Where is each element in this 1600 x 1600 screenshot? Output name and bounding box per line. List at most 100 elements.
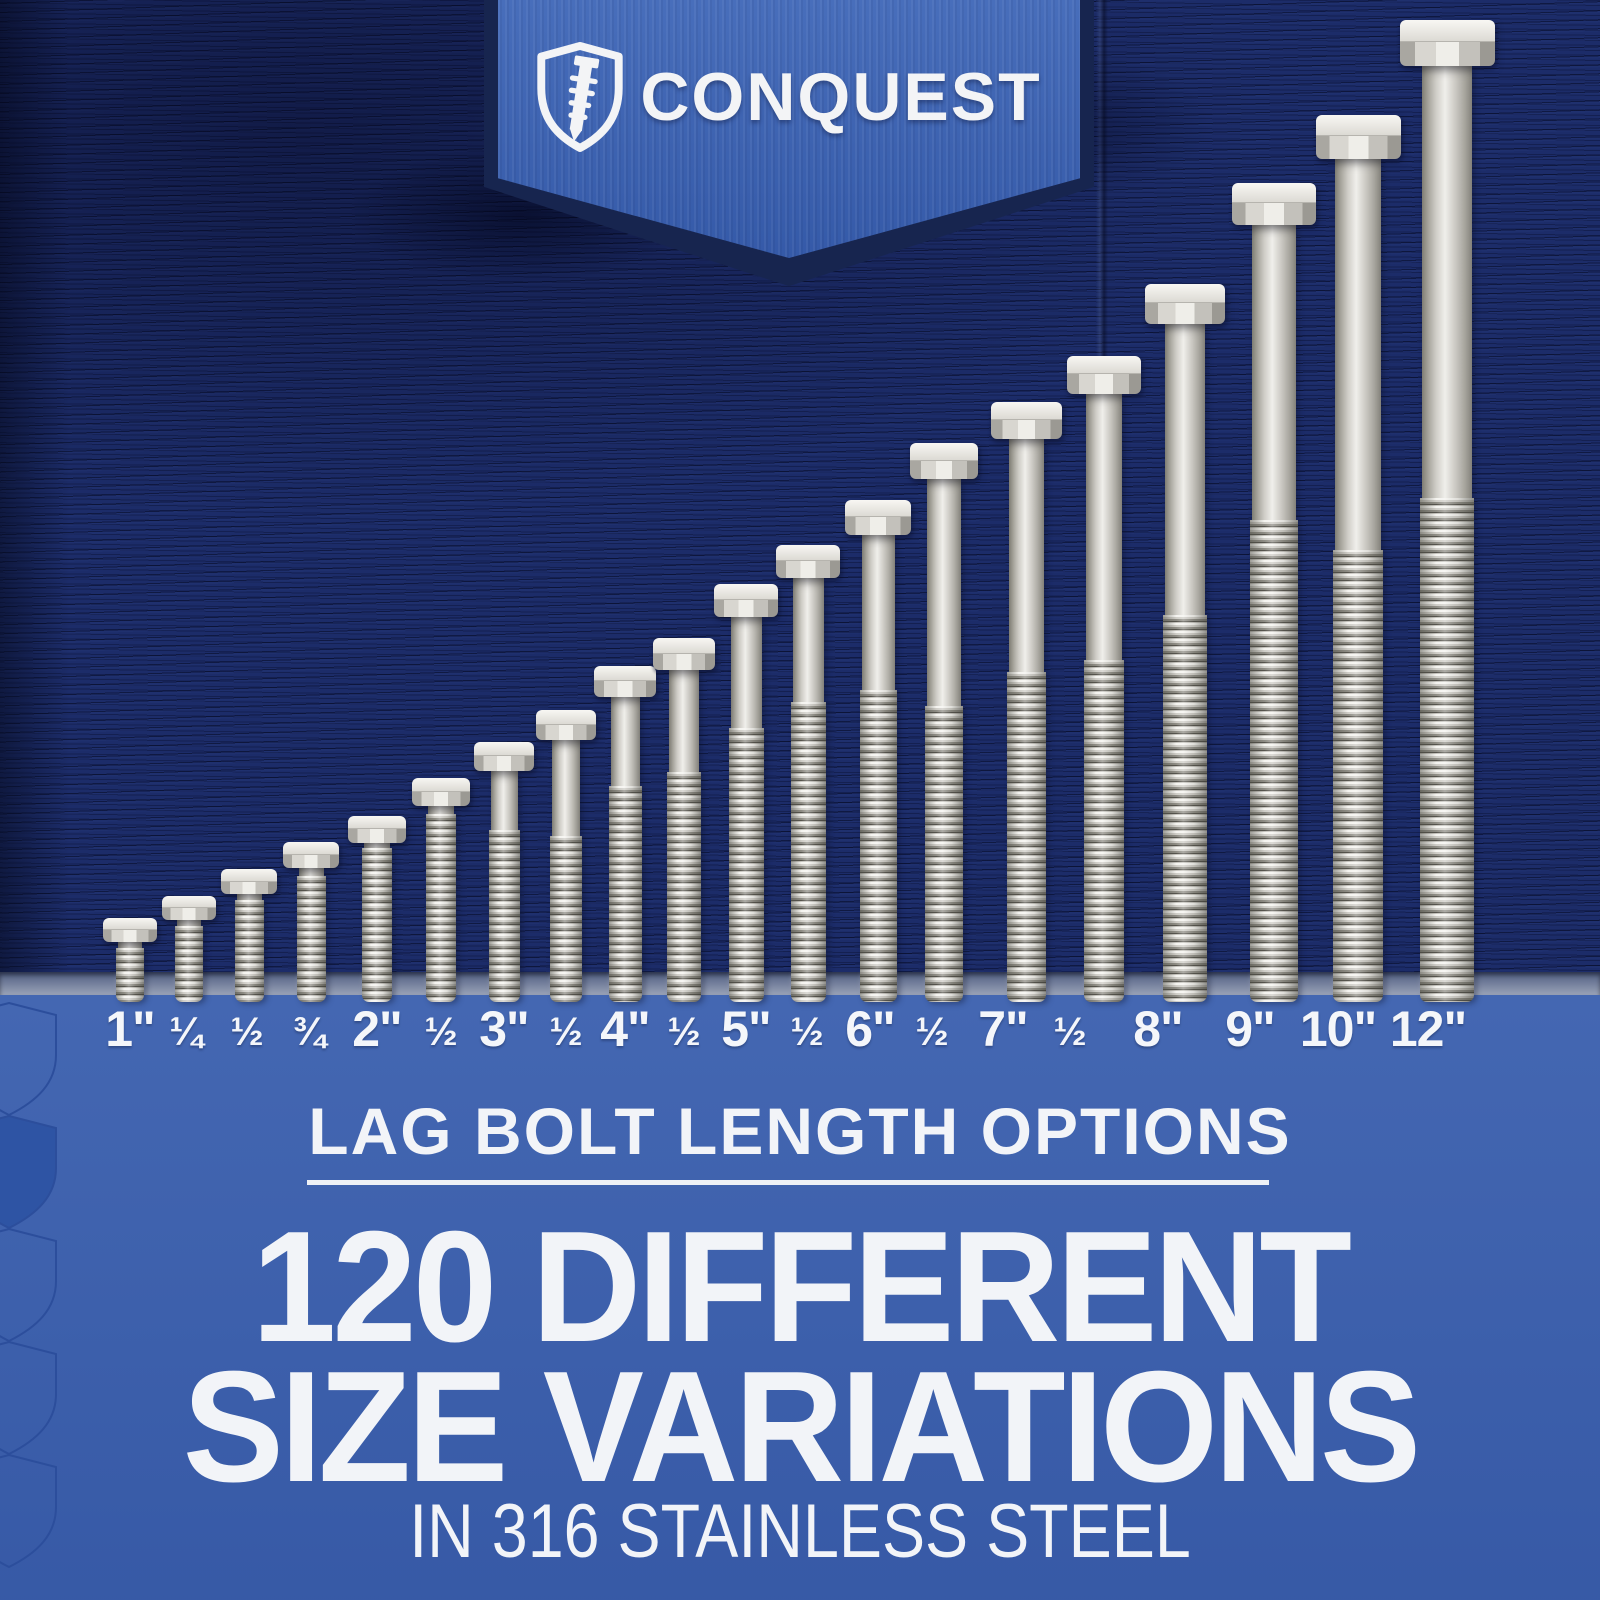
bolt-head-side-face <box>990 420 1062 439</box>
bolt-head-side-face <box>594 681 656 697</box>
bolt-shank <box>669 670 699 772</box>
bolt-threads <box>859 690 897 1002</box>
bolt-hex-head <box>714 584 778 617</box>
brand-logo-row: CONQUEST <box>498 40 1080 154</box>
bolt-head-top-face <box>221 869 277 882</box>
bolt-threads <box>667 772 701 1002</box>
bolt-threads <box>234 900 264 1002</box>
bolt-head-top-face <box>1399 20 1495 43</box>
bolt-hex-head <box>653 638 715 670</box>
bolt-head-top-face <box>348 816 406 830</box>
bolt-shank <box>730 617 762 728</box>
bolt-head-side-face <box>536 724 596 740</box>
bolt-shank <box>236 894 262 900</box>
bolt-shank <box>118 942 142 948</box>
bolt-shank <box>298 868 324 876</box>
bolt-head-top-face <box>412 778 470 792</box>
bolt-shank <box>861 535 895 690</box>
bolt-shank <box>1335 159 1381 550</box>
bolt-hex-head <box>1315 115 1401 159</box>
bolt-head-side-face <box>1315 136 1401 159</box>
bolt-head-side-face <box>162 908 216 920</box>
bolt-threads <box>1250 520 1298 1002</box>
size-label-row: 1" ¼ ½ ¾ 2" ½ 3" ½ 4" ½ 5" ½ 6" ½ 7" ½ 8" 9" 10" 12" <box>0 998 1600 1054</box>
bolt-shank <box>428 806 454 814</box>
bolt-threads <box>1006 672 1046 1002</box>
shield-watermark <box>0 1453 57 1569</box>
lag-bolt <box>221 869 277 1002</box>
bolt-hex-head <box>283 842 339 868</box>
size-label: 8" <box>1133 1001 1184 1057</box>
lag-bolt <box>283 842 339 1002</box>
bolt-head-side-face <box>1145 303 1225 324</box>
bolt-threads <box>790 702 826 1002</box>
shield-watermarks <box>0 1001 57 1569</box>
bolt-threads <box>1084 660 1124 1002</box>
bolt-hex-head <box>221 869 277 894</box>
size-label: 1" <box>105 1001 156 1057</box>
bolt-hex-head <box>1067 356 1141 394</box>
bolt-threads <box>296 876 326 1002</box>
size-label: ½ <box>915 1010 949 1054</box>
bolt-shank <box>1252 225 1296 520</box>
bottom-panel: 1" ¼ ½ ¾ 2" ½ 3" ½ 4" ½ 5" ½ 6" ½ 7" ½ 8" 9" 10" 12" LAG BO… <box>0 995 1600 1600</box>
bolt-head-top-face <box>845 500 911 518</box>
lag-bolt <box>1145 284 1225 1002</box>
bolt-head-top-face <box>653 638 715 654</box>
lag-bolt <box>474 742 534 1002</box>
size-label: 10" <box>1299 1001 1377 1057</box>
bolt-hex-head <box>594 666 656 697</box>
lag-bolt <box>103 918 157 1002</box>
bolt-head-top-face <box>1067 356 1141 375</box>
lag-bolt <box>653 638 715 1002</box>
bolt-threads <box>925 706 963 1002</box>
bolt-shank <box>927 479 961 706</box>
bolt-head-side-face <box>474 756 534 771</box>
size-label: 12" <box>1389 1001 1467 1057</box>
bolt-head-top-face <box>990 402 1062 421</box>
brand-shield-screw-icon <box>537 41 623 152</box>
bolt-head-side-face <box>845 517 911 535</box>
bolt-threads <box>362 848 392 1002</box>
bolt-head-top-face <box>1145 284 1225 304</box>
bolt-head-side-face <box>412 791 470 806</box>
size-label: 9" <box>1225 1001 1276 1057</box>
size-label: 4" <box>600 1001 651 1057</box>
bolt-hex-head <box>536 710 596 740</box>
bolt-threads <box>728 728 764 1002</box>
bolt-head-top-face <box>474 742 534 757</box>
bolt-shank <box>552 740 580 836</box>
size-label: ½ <box>549 1010 583 1054</box>
size-label: ½ <box>667 1010 701 1054</box>
lag-bolt <box>348 816 406 1002</box>
bolt-hex-head <box>776 545 840 578</box>
bolt-head-top-face <box>283 842 339 855</box>
lag-bolt <box>1232 183 1316 1002</box>
headline-line2: SIZE VARIATIONS <box>182 1339 1421 1515</box>
size-label: ½ <box>230 1010 264 1054</box>
bolt-shank <box>364 843 390 848</box>
headline-line1: 120 DIFFERENT <box>251 1199 1352 1375</box>
subheadline: IN 316 STAINLESS STEEL <box>409 1489 1191 1574</box>
bolt-head-side-face <box>1399 42 1495 66</box>
bolt-head-side-face <box>221 881 277 894</box>
bolt-head-top-face <box>536 710 596 725</box>
bolt-shank <box>1008 439 1044 672</box>
size-label: 5" <box>721 1001 772 1057</box>
bolt-head-side-face <box>1232 203 1316 225</box>
divider-line <box>307 1180 1269 1185</box>
lag-bolt <box>594 666 656 1002</box>
bolt-head-side-face <box>714 600 778 617</box>
bolt-shank <box>610 697 640 786</box>
size-label: 7" <box>978 1001 1029 1057</box>
bolt-head-side-face <box>348 829 406 843</box>
lag-bolt <box>1067 356 1141 1002</box>
bolt-hex-head <box>910 443 978 479</box>
bolt-shank <box>1422 66 1472 498</box>
bolt-head-top-face <box>910 443 978 461</box>
bolt-head-top-face <box>1315 115 1401 137</box>
bolt-threads <box>116 948 144 1002</box>
bolt-threads <box>488 830 520 1002</box>
bolt-shank <box>1165 324 1205 615</box>
